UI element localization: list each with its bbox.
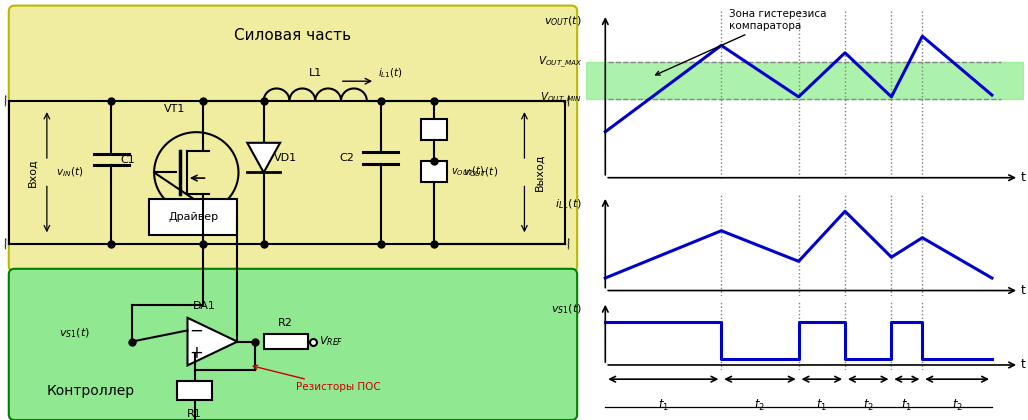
Text: $V_{OUT\_MAX}$: $V_{OUT\_MAX}$ <box>538 54 582 70</box>
Text: $V_{OUT\_MIN}$: $V_{OUT\_MIN}$ <box>541 91 582 106</box>
Text: $t_2$: $t_2$ <box>862 398 874 413</box>
Text: $V_{REF}$: $V_{REF}$ <box>320 335 343 349</box>
Text: t: t <box>1021 284 1026 297</box>
Text: t: t <box>1021 359 1026 371</box>
Text: /: / <box>2 94 9 108</box>
FancyBboxPatch shape <box>263 334 307 349</box>
Text: $v_{IN}(t)$: $v_{IN}(t)$ <box>56 165 83 179</box>
Text: $i_{L1}(t)$: $i_{L1}(t)$ <box>555 197 582 211</box>
Text: $t_1$: $t_1$ <box>816 398 828 413</box>
Text: $t_2$: $t_2$ <box>755 398 766 413</box>
Text: Резисторы ПОС: Резисторы ПОС <box>253 365 380 392</box>
Text: R2: R2 <box>279 318 293 328</box>
Text: +: + <box>189 344 204 362</box>
Text: /: / <box>2 237 9 250</box>
Text: Силовая часть: Силовая часть <box>234 28 352 43</box>
Text: DA1: DA1 <box>193 301 216 311</box>
Polygon shape <box>248 143 280 173</box>
Text: $v_{S1}(t)$: $v_{S1}(t)$ <box>551 303 582 316</box>
FancyBboxPatch shape <box>149 199 237 235</box>
Text: $t_1$: $t_1$ <box>902 398 913 413</box>
Polygon shape <box>187 318 237 365</box>
Text: $v_{OUT}(t)$: $v_{OUT}(t)$ <box>451 165 484 178</box>
Text: C1: C1 <box>120 155 135 165</box>
FancyBboxPatch shape <box>9 269 577 420</box>
Text: −: − <box>189 321 204 339</box>
Text: $v_{OUT}(t)$: $v_{OUT}(t)$ <box>463 165 498 179</box>
Text: VD1: VD1 <box>274 153 297 163</box>
Text: /: / <box>564 94 573 108</box>
Text: L1: L1 <box>308 68 322 78</box>
FancyBboxPatch shape <box>420 161 446 182</box>
FancyBboxPatch shape <box>420 119 446 140</box>
Text: $t_1$: $t_1$ <box>658 398 669 413</box>
Text: VT1: VT1 <box>164 104 185 114</box>
Text: Выход: Выход <box>535 154 544 191</box>
Text: C2: C2 <box>339 153 355 163</box>
FancyBboxPatch shape <box>9 5 577 272</box>
Text: Контроллер: Контроллер <box>47 383 135 398</box>
Text: $v_{S1}(t)$: $v_{S1}(t)$ <box>59 326 89 340</box>
Text: $t_2$: $t_2$ <box>952 398 962 413</box>
Text: t: t <box>1021 171 1026 184</box>
Text: /: / <box>564 237 573 250</box>
FancyBboxPatch shape <box>177 381 212 400</box>
Text: Драйвер: Драйвер <box>169 212 218 222</box>
Text: $v_{OUT}(t)$: $v_{OUT}(t)$ <box>545 15 582 28</box>
Text: Вход: Вход <box>27 158 37 187</box>
Text: $i_{L1}(t)$: $i_{L1}(t)$ <box>378 66 403 80</box>
Text: R1: R1 <box>187 409 201 419</box>
Text: Зона гистерезиса
компаратора: Зона гистерезиса компаратора <box>656 9 827 75</box>
